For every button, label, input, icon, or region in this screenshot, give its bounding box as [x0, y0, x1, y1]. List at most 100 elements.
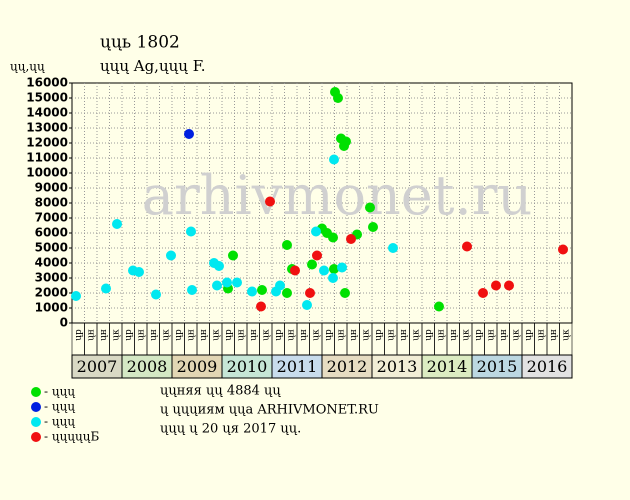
note: ųųų ų 20 ųя 2017 ųų.	[160, 422, 301, 437]
sub-label: ųр	[374, 329, 384, 341]
sub-label: ųн	[299, 329, 309, 341]
point	[282, 288, 292, 298]
sub-label: ųк	[361, 329, 371, 341]
legend-marker	[31, 417, 41, 427]
point	[214, 261, 224, 271]
point	[222, 277, 232, 288]
y-tick-label: 14000	[26, 106, 68, 120]
year-label: 2016	[527, 357, 568, 376]
y-tick-label: 13000	[26, 121, 68, 135]
sub-label: ųн	[499, 329, 509, 341]
y-axis-label: ųų,ųų	[10, 60, 45, 74]
point	[329, 154, 339, 165]
sub-label: ųн	[549, 329, 559, 341]
sub-label: ųн	[436, 329, 446, 341]
point	[337, 262, 347, 273]
sub-label: ųр	[174, 329, 184, 341]
sub-label: ųн	[86, 329, 96, 341]
y-tick-label: 1000	[35, 301, 68, 315]
sub-label: ųр	[524, 329, 534, 341]
sub-label: ųк	[511, 329, 521, 341]
point	[71, 291, 81, 301]
point	[388, 243, 398, 253]
y-tick-label: 6000	[35, 226, 68, 240]
watermark: arhivmonet.ru	[142, 164, 532, 227]
year-label: 2015	[477, 357, 518, 376]
sub-label: ųк	[411, 329, 421, 341]
point	[434, 301, 444, 312]
point	[275, 280, 285, 291]
sub-label: ųк	[461, 329, 471, 341]
point	[184, 129, 194, 139]
sub-label: ųн	[199, 329, 209, 341]
year-label: 2011	[277, 357, 318, 376]
sub-label: ųн	[236, 329, 246, 341]
y-tick-label: 16000	[26, 76, 68, 90]
sub-label: ųн	[449, 329, 459, 341]
point	[328, 232, 338, 243]
year-label: 2010	[227, 357, 268, 376]
year-label: 2008	[127, 357, 168, 376]
sub-column	[559, 322, 573, 356]
sub-label: ųн	[336, 329, 346, 341]
y-tick-label: 15000	[26, 91, 68, 105]
point	[319, 265, 329, 276]
point	[491, 280, 501, 291]
legend-label: - ųųų	[44, 400, 75, 414]
sub-label: ųн	[286, 329, 296, 341]
y-tick-label: 9000	[35, 181, 68, 195]
chart-subtitle: ųųų Ag,ųųų F.	[100, 57, 206, 75]
point	[247, 286, 257, 297]
point	[333, 93, 343, 103]
point	[232, 277, 242, 288]
sub-label: ųк	[311, 329, 321, 341]
sub-label: ųн	[486, 329, 496, 341]
y-tick-label: 3000	[35, 271, 68, 285]
sub-label: ųн	[536, 329, 546, 341]
sub-label: ųр	[424, 329, 434, 341]
year-label: 2009	[177, 357, 218, 376]
point	[101, 283, 111, 294]
point	[340, 288, 350, 298]
sub-label: ųк	[161, 329, 171, 341]
point	[265, 196, 275, 207]
chart-title: ųųь 1802	[100, 33, 180, 53]
year-label: 2007	[77, 357, 118, 376]
point	[462, 241, 472, 252]
point	[257, 285, 267, 295]
sub-label: ųн	[186, 329, 196, 341]
year-label: 2014	[427, 357, 468, 376]
point	[212, 280, 222, 291]
point	[166, 250, 176, 261]
y-tick-label: 12000	[26, 136, 68, 150]
point	[134, 267, 144, 277]
sub-label: ųн	[249, 329, 259, 341]
sub-label: ųр	[224, 329, 234, 341]
sub-label: ųр	[324, 329, 334, 341]
sub-label: ųр	[274, 329, 284, 341]
legend-marker	[31, 402, 41, 412]
note: ų ųųųиям ųųа ARHIVMONET.RU	[160, 403, 379, 418]
point	[365, 202, 375, 213]
point	[478, 288, 488, 298]
point	[328, 273, 338, 283]
y-tick-label: 11000	[26, 151, 68, 165]
point	[290, 265, 300, 276]
legend-label: - ųųų	[44, 385, 75, 399]
legend-label: - ųųų	[44, 415, 75, 429]
year-label: 2012	[327, 357, 368, 376]
sub-label: ųн	[349, 329, 359, 341]
point	[312, 250, 322, 261]
sub-label: ųр	[74, 329, 84, 341]
point	[186, 226, 196, 237]
point	[329, 264, 339, 274]
sub-label: ųк	[561, 329, 571, 341]
sub-label: ųн	[399, 329, 409, 341]
y-tick-label: 4000	[35, 256, 68, 270]
point	[187, 285, 197, 295]
point	[151, 289, 161, 300]
sub-label: ųр	[124, 329, 134, 341]
point	[228, 250, 238, 261]
note: ųųняя ųų 4884 ųų	[160, 384, 281, 399]
sub-label: ųн	[386, 329, 396, 341]
